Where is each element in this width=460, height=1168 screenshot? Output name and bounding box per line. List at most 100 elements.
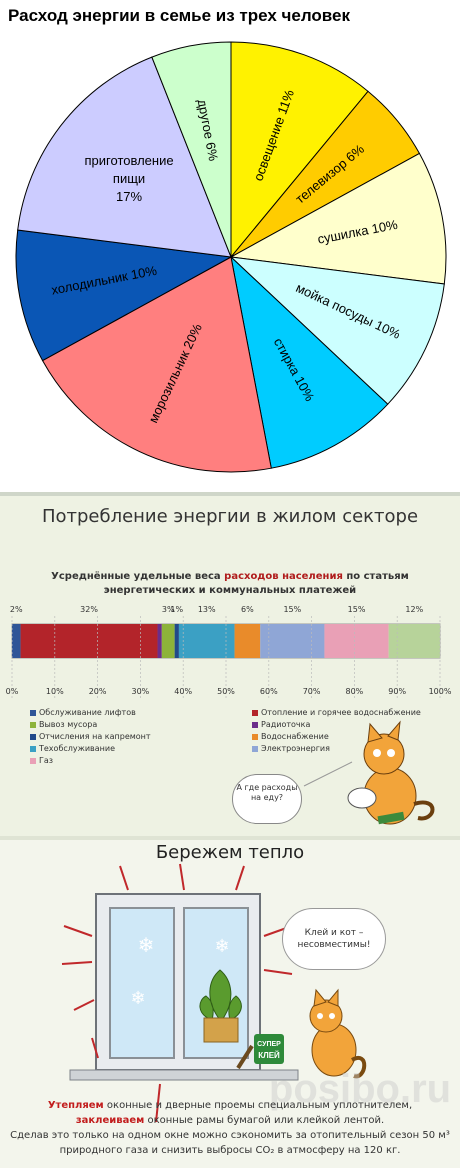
legend-swatch bbox=[30, 721, 36, 728]
bar-segment-label: 2% bbox=[10, 605, 23, 614]
pie-slice bbox=[230, 41, 369, 259]
legend-label: Водоснабжение bbox=[261, 732, 329, 741]
bar-segment bbox=[260, 624, 325, 658]
pie-slice bbox=[17, 56, 232, 258]
bar-segment bbox=[174, 624, 179, 658]
bar-segment-label: 15% bbox=[283, 605, 301, 614]
x-tick-label: 0% bbox=[6, 687, 19, 696]
pie-slice bbox=[151, 41, 232, 258]
snowflake-icon: ❄ bbox=[214, 936, 229, 956]
bar-segment bbox=[178, 624, 235, 658]
window-pane-left bbox=[109, 907, 175, 1059]
window-sill bbox=[69, 1069, 299, 1081]
watermark: posibo.ru bbox=[269, 1067, 451, 1111]
legend-item: Электроэнергия bbox=[252, 744, 330, 753]
plant-icon bbox=[199, 969, 242, 1021]
x-tick-label: 30% bbox=[132, 687, 150, 696]
piggy-bank-icon bbox=[347, 787, 405, 825]
pie-slice bbox=[229, 152, 447, 285]
cat-icon bbox=[363, 720, 435, 825]
legend-item: Радиоточка bbox=[252, 720, 310, 729]
legend-item: Вывоз мусора bbox=[30, 720, 97, 729]
legend-label: Радиоточка bbox=[261, 720, 311, 729]
bar-segment bbox=[157, 624, 162, 658]
legend-item: Отчисления на капремонт bbox=[30, 732, 151, 741]
pie-chart-section: освещение 11% телевизор 6% сушилка 10% мойк… bbox=[0, 0, 460, 492]
bar-segment-label: 1% bbox=[170, 605, 183, 614]
bar-segment-label: 12% bbox=[405, 605, 423, 614]
x-tick-label: 50% bbox=[217, 687, 235, 696]
glue-label-1: СУПЕР bbox=[257, 1041, 281, 1048]
x-tick-label: 70% bbox=[303, 687, 321, 696]
legend-swatch bbox=[252, 733, 258, 740]
legend-item: Водоснабжение bbox=[252, 732, 329, 741]
bar-segment-label: 3% bbox=[162, 605, 175, 614]
legend-swatch bbox=[30, 757, 36, 764]
legend-swatch bbox=[30, 745, 36, 752]
flower-pot bbox=[203, 1017, 239, 1043]
legend-swatch bbox=[252, 745, 258, 752]
bar-chart-subtitle: Усреднённые удельные веса расходов насел… bbox=[40, 570, 420, 598]
x-tick-label: 10% bbox=[46, 687, 64, 696]
text-red-1: Утепляем bbox=[47, 1100, 104, 1111]
bar-segment bbox=[388, 624, 440, 658]
glue-tube-icon bbox=[254, 1034, 284, 1064]
legend-swatch bbox=[30, 709, 36, 716]
speech-bubble-food: А где расходы на еду? bbox=[232, 774, 302, 824]
bar-segment bbox=[234, 624, 261, 658]
x-tick-label: 90% bbox=[388, 687, 406, 696]
legend-item: Обслуживание лифтов bbox=[30, 708, 136, 717]
bar-segment-label: 6% bbox=[241, 605, 254, 614]
legend-item: Отопление и горячее водоснабжение bbox=[252, 708, 421, 717]
legend-label: Обслуживание лифтов bbox=[39, 708, 136, 717]
legend-label: Вывоз мусора bbox=[39, 720, 98, 729]
save-heat-section: Бережем тепло ❄ ❄ ❄ СУПЕР КЛЕЙ bbox=[0, 840, 460, 1168]
text-red-2: заклеиваем bbox=[75, 1115, 145, 1126]
legend-swatch bbox=[30, 733, 36, 740]
legend-label: Отопление и горячее водоснабжение bbox=[261, 708, 421, 717]
pie-chart: освещение 11%телевизор 6%сушилка 10%мойк… bbox=[15, 41, 447, 473]
legend-label: Отчисления на капремонт bbox=[39, 732, 151, 741]
bar-segment-label: 32% bbox=[80, 605, 98, 614]
section-divider bbox=[0, 836, 460, 840]
legend-label: Электроэнергия bbox=[261, 744, 330, 753]
text-3: Сделав это только на одном окне можно сэ… bbox=[10, 1130, 450, 1156]
legend-swatch bbox=[252, 721, 258, 728]
save-heat-title: Бережем тепло bbox=[155, 842, 305, 863]
subtitle-highlight: расходов населения bbox=[224, 571, 343, 582]
snowflake-icon: ❄ bbox=[138, 935, 155, 957]
snowflake-icon: ❄ bbox=[130, 988, 145, 1008]
bar-chart-section: Потребление энергии в жилом секторе Усре… bbox=[0, 496, 460, 836]
pie-chart-title: Расход энергии в семье из трех человек bbox=[8, 6, 350, 25]
stacked-bar-chart: 2% 32% 3%1% 13% 6% 15% 15% 12% 0% 10% 20% 30% 40% 50%… bbox=[6, 605, 452, 825]
bar-segment bbox=[12, 624, 21, 658]
legend-item: Техобслуживание bbox=[30, 744, 115, 753]
legend-label: Газ bbox=[39, 756, 54, 765]
brush-icon bbox=[236, 1044, 254, 1070]
bar-segment-label: 15% bbox=[348, 605, 366, 614]
bar-segment bbox=[324, 624, 389, 658]
x-tick-label: 20% bbox=[89, 687, 107, 696]
pie-slice bbox=[229, 256, 445, 405]
pie-slice bbox=[15, 229, 233, 362]
legend-swatch bbox=[252, 709, 258, 716]
bar-segment-label: 13% bbox=[198, 605, 216, 614]
x-tick-label: 60% bbox=[260, 687, 278, 696]
glue-label-2: КЛЕЙ bbox=[258, 1051, 280, 1060]
bar-chart-title: Потребление энергии в жилом секторе bbox=[41, 506, 419, 527]
subtitle-part-3: по статьям энергетических и коммунальных… bbox=[103, 571, 409, 596]
bar-segment bbox=[161, 624, 175, 658]
speech-pointer bbox=[303, 761, 353, 787]
save-heat-text: Утепляем оконные и дверные проемы специа… bbox=[6, 1098, 454, 1158]
pie-slice bbox=[41, 256, 272, 473]
text-2: оконные рамы бумагой или клейкой лентой. bbox=[144, 1115, 385, 1126]
legend-label: Техобслуживание bbox=[39, 744, 115, 753]
x-tick-label: 80% bbox=[346, 687, 364, 696]
pie-slice-label: приготовление пищи 17% bbox=[85, 153, 174, 204]
subtitle-part-1: Усреднённые удельные веса bbox=[51, 571, 225, 582]
bar-segment bbox=[20, 624, 158, 658]
pie-slice bbox=[230, 255, 389, 469]
section-divider bbox=[0, 492, 460, 496]
x-tick-label: 40% bbox=[174, 687, 192, 696]
x-tick-label: 100% bbox=[429, 687, 452, 696]
